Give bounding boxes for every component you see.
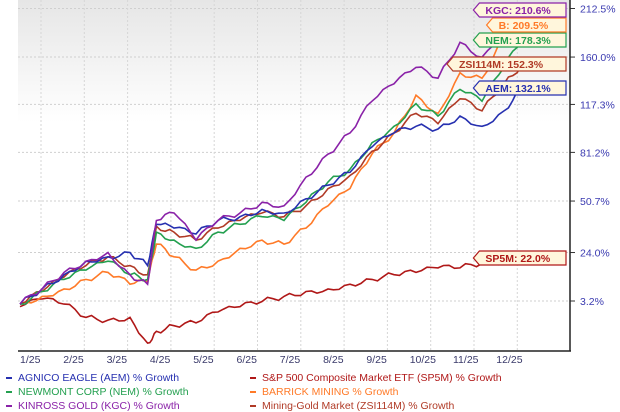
label-box — [472, 2, 567, 18]
legend-label: S&P 500 Composite Market ETF (SP5M) % Gr… — [262, 372, 502, 384]
legend-swatch — [250, 391, 256, 394]
x-tick-label: 2/25 — [63, 354, 84, 366]
y-tick-label: 117.3% — [580, 99, 615, 111]
label-box — [472, 250, 567, 266]
y-tick-label: 81.2% — [580, 147, 610, 159]
y-tick-label: 50.7% — [580, 196, 610, 208]
label-box — [485, 17, 567, 33]
x-tick-label: 8/25 — [323, 354, 344, 366]
legend-item: Mining-Gold Market (ZSI114M) % Growth — [250, 400, 454, 412]
x-tick-label: 3/25 — [107, 354, 128, 366]
x-tick-label: 1/25 — [20, 354, 41, 366]
x-tick-label: 10/25 — [410, 354, 436, 366]
legend-swatch — [6, 405, 12, 408]
end-value-label: NEM: 178.3% — [472, 32, 567, 48]
legend-item: KINROSS GOLD (KGC) % Growth — [6, 400, 180, 412]
label-text: SP5M: 22.0% — [485, 253, 550, 265]
legend-label: NEWMONT CORP (NEM) % Growth — [18, 386, 189, 398]
end-value-label: ZSI114M: 152.3% — [446, 56, 567, 72]
series-line — [19, 38, 523, 305]
x-tick-label: 12/25 — [496, 354, 522, 366]
series-line — [19, 10, 523, 305]
series-line — [19, 86, 523, 305]
end-value-label: KGC: 210.6% — [472, 2, 567, 18]
end-value-label: SP5M: 22.0% — [472, 250, 567, 266]
label-text: AEM: 132.1% — [485, 83, 551, 95]
label-box — [472, 32, 567, 48]
legend-item: BARRICK MINING % Growth — [250, 386, 399, 398]
end-value-label: B: 209.5% — [485, 17, 567, 33]
y-tick-label: 3.2% — [580, 296, 604, 308]
label-text: KGC: 210.6% — [485, 5, 551, 17]
legend-label: KINROSS GOLD (KGC) % Growth — [18, 400, 180, 412]
legend-item: AGNICO EAGLE (AEM) % Growth — [6, 372, 179, 384]
label-text: NEM: 178.3% — [485, 35, 551, 47]
x-tick-label: 11/25 — [453, 354, 479, 366]
label-box — [446, 56, 567, 72]
y-tick-label: 24.0% — [580, 248, 610, 260]
y-tick-label: 160.0% — [580, 52, 616, 64]
x-tick-label: 5/25 — [193, 354, 214, 366]
legend-swatch — [6, 391, 12, 394]
legend-label: AGNICO EAGLE (AEM) % Growth — [18, 372, 180, 384]
label-text: B: 209.5% — [499, 20, 549, 32]
label-text: ZSI114M: 152.3% — [459, 59, 544, 71]
legend-swatch — [6, 377, 12, 380]
legend-item: NEWMONT CORP (NEM) % Growth — [6, 386, 189, 398]
series-line — [19, 9, 523, 305]
x-tick-label: 6/25 — [237, 354, 258, 366]
legend-item: S&P 500 Composite Market ETF (SP5M) % Gr… — [250, 372, 502, 384]
x-tick-label: 9/25 — [366, 354, 387, 366]
legend-swatch — [250, 377, 256, 380]
legend-swatch — [250, 405, 256, 408]
plot-background — [18, 0, 570, 350]
y-tick-label: 212.5% — [580, 4, 616, 16]
x-tick-label: 4/25 — [150, 354, 171, 366]
label-box — [472, 80, 567, 96]
legend-label: BARRICK MINING % Growth — [262, 386, 399, 398]
end-value-label: AEM: 132.1% — [472, 80, 567, 96]
series-line — [19, 256, 523, 344]
legend-label: Mining-Gold Market (ZSI114M) % Growth — [262, 400, 455, 412]
x-tick-label: 7/25 — [280, 354, 301, 366]
